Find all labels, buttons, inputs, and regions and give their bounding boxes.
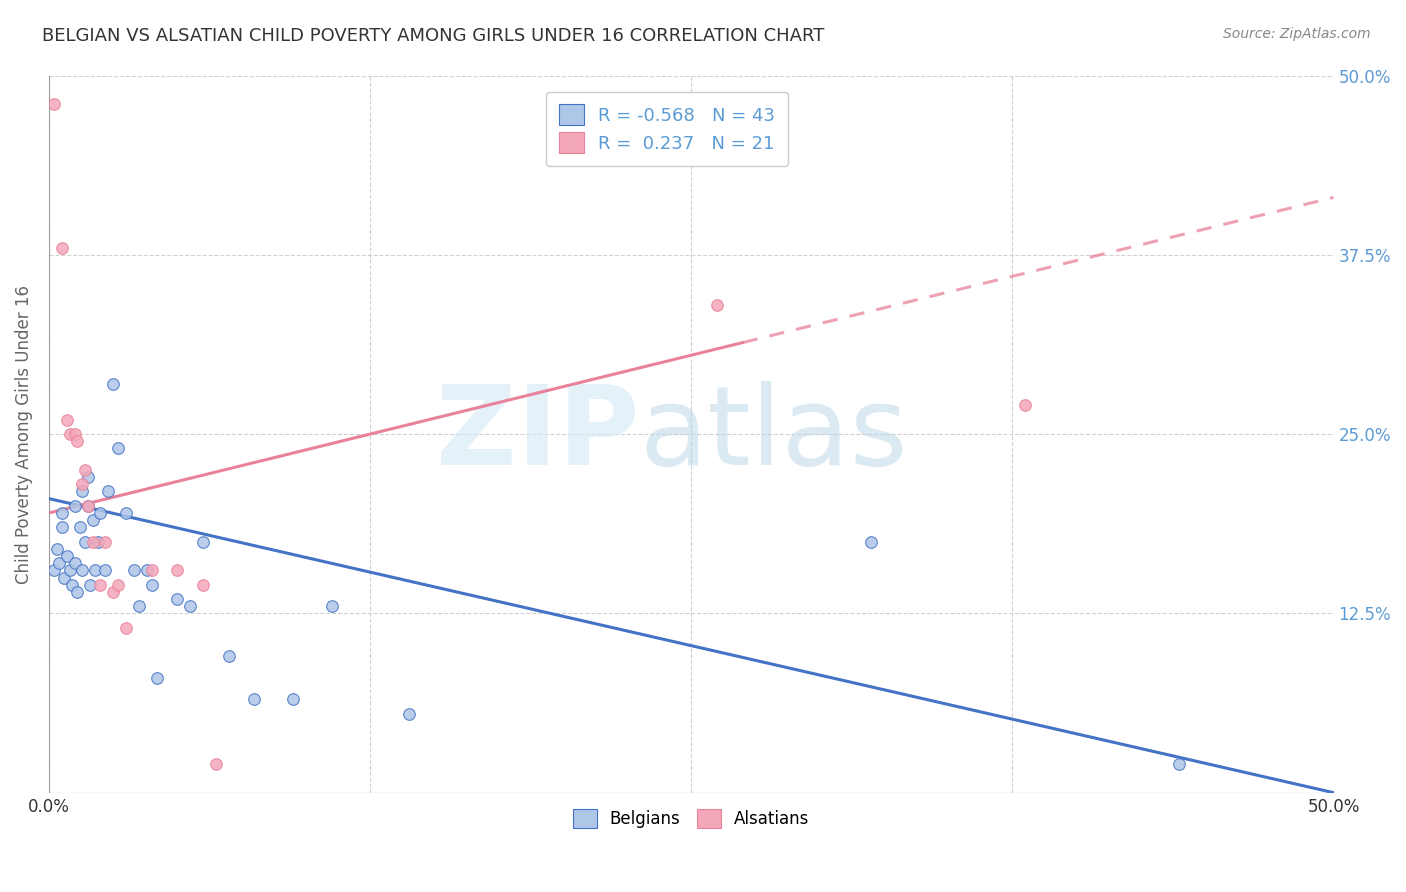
- Point: [122, 563, 145, 577]
- Point: [72, 563, 94, 577]
- Text: Source: ZipAtlas.com: Source: ZipAtlas.com: [1223, 27, 1371, 41]
- Point: [66, 434, 89, 449]
- Point: [141, 563, 163, 577]
- Point: [82, 534, 104, 549]
- Point: [76, 499, 98, 513]
- Legend: Belgians, Alsatians: Belgians, Alsatians: [567, 802, 815, 835]
- Point: [860, 534, 883, 549]
- Point: [87, 534, 110, 549]
- Point: [1168, 756, 1191, 771]
- Point: [107, 442, 129, 456]
- Point: [398, 706, 420, 721]
- Point: [63, 499, 86, 513]
- Text: ZIP: ZIP: [436, 381, 640, 488]
- Point: [115, 506, 138, 520]
- Point: [76, 499, 98, 513]
- Point: [84, 563, 107, 577]
- Point: [179, 599, 201, 614]
- Point: [94, 534, 117, 549]
- Point: [166, 563, 188, 577]
- Point: [45, 541, 67, 556]
- Point: [48, 556, 70, 570]
- Point: [58, 563, 80, 577]
- Y-axis label: Child Poverty Among Girls Under 16: Child Poverty Among Girls Under 16: [15, 285, 32, 583]
- Point: [51, 241, 73, 255]
- Text: BELGIAN VS ALSATIAN CHILD POVERTY AMONG GIRLS UNDER 16 CORRELATION CHART: BELGIAN VS ALSATIAN CHILD POVERTY AMONG …: [42, 27, 824, 45]
- Point: [1014, 398, 1036, 412]
- Point: [166, 592, 188, 607]
- Point: [69, 520, 91, 534]
- Point: [146, 671, 169, 685]
- Point: [218, 649, 240, 664]
- Point: [243, 692, 266, 706]
- Point: [56, 413, 79, 427]
- Point: [66, 585, 89, 599]
- Point: [82, 513, 104, 527]
- Point: [60, 577, 83, 591]
- Point: [141, 577, 163, 591]
- Point: [205, 756, 228, 771]
- Point: [76, 470, 98, 484]
- Point: [128, 599, 150, 614]
- Point: [97, 484, 120, 499]
- Point: [63, 556, 86, 570]
- Point: [107, 577, 129, 591]
- Point: [94, 563, 117, 577]
- Point: [51, 506, 73, 520]
- Point: [42, 97, 65, 112]
- Point: [56, 549, 79, 563]
- Point: [281, 692, 304, 706]
- Point: [89, 577, 111, 591]
- Point: [58, 427, 80, 442]
- Point: [135, 563, 157, 577]
- Point: [191, 534, 214, 549]
- Point: [72, 484, 94, 499]
- Point: [72, 477, 94, 491]
- Point: [103, 376, 125, 391]
- Point: [191, 577, 214, 591]
- Point: [103, 585, 125, 599]
- Point: [89, 506, 111, 520]
- Point: [73, 534, 96, 549]
- Point: [53, 570, 76, 584]
- Point: [63, 427, 86, 442]
- Point: [706, 298, 728, 312]
- Text: atlas: atlas: [640, 381, 908, 488]
- Point: [321, 599, 343, 614]
- Point: [79, 577, 101, 591]
- Point: [42, 563, 65, 577]
- Point: [73, 463, 96, 477]
- Point: [51, 520, 73, 534]
- Point: [115, 621, 138, 635]
